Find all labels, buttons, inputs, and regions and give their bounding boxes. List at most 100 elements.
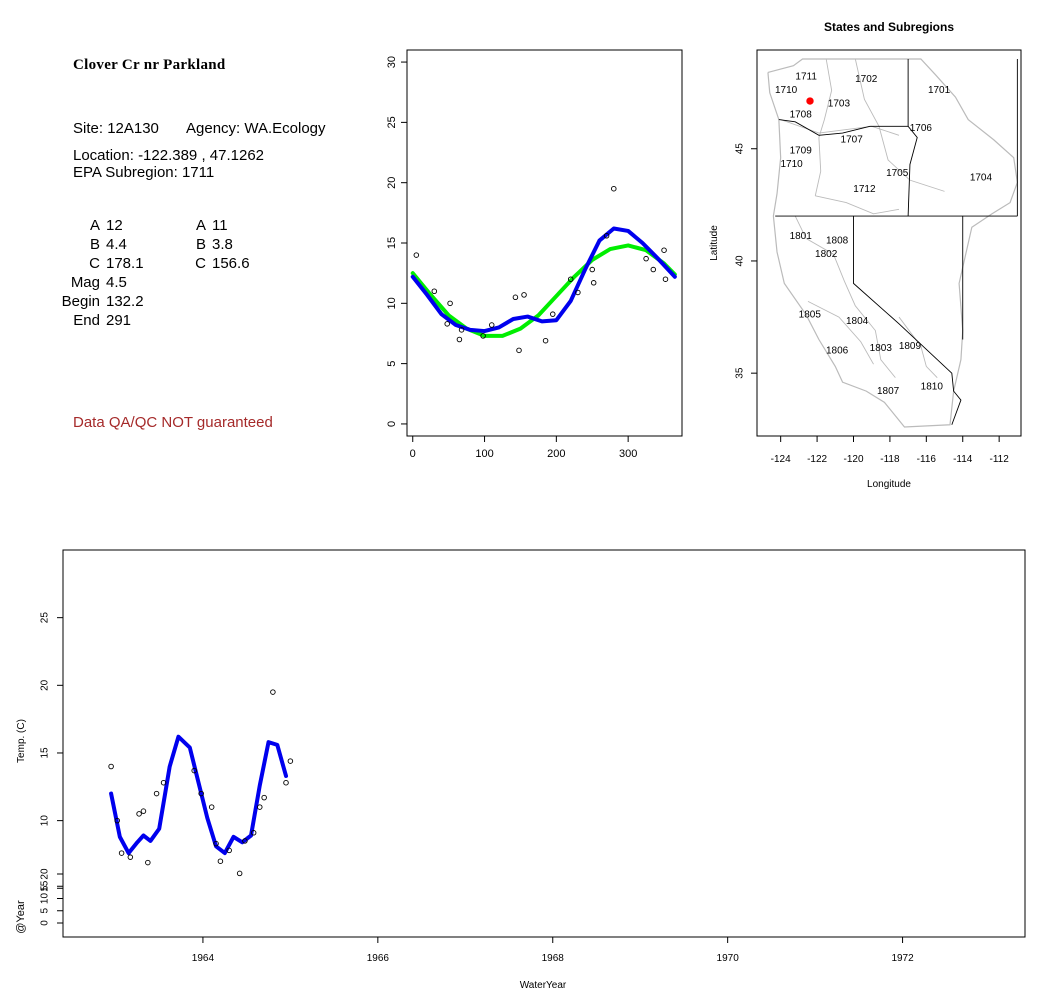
- data-point: [643, 255, 649, 262]
- ts-data-point: [198, 790, 204, 797]
- ts-data-point: [118, 850, 125, 856]
- y-tick-label: 0: [386, 421, 398, 427]
- subregion-boundary: [815, 195, 900, 215]
- location-value: -122.389 , 47.1262: [138, 147, 265, 164]
- ts-data-point: [261, 794, 267, 801]
- state-boundary: [907, 58, 918, 217]
- subregion-label: 1703: [828, 99, 851, 110]
- green-fit-line: [410, 243, 677, 338]
- subregion-value: 1711: [181, 164, 215, 181]
- subregion-label: 1702: [855, 74, 878, 85]
- x-tick-label: 100: [475, 448, 493, 460]
- ts-data-point: [191, 767, 197, 774]
- data-point: [456, 336, 463, 343]
- ts-data-point: [217, 858, 224, 864]
- data-point: [575, 289, 581, 296]
- subregion-label: 1805: [799, 309, 822, 320]
- data-point: [512, 294, 519, 301]
- agency-value: WA.Ecology: [244, 120, 326, 137]
- year-tick-label: 0: [40, 920, 51, 926]
- subregion-boundary: [807, 300, 874, 365]
- data-point: [521, 292, 527, 298]
- map-frame: [756, 49, 1022, 437]
- ts-data-point: [283, 779, 289, 786]
- data-point: [480, 333, 486, 339]
- ts-x-tick-label: 1966: [367, 953, 390, 964]
- data-point: [603, 233, 610, 239]
- data-point: [650, 266, 657, 273]
- location-line: Location: -122.389 , 47.1262: [73, 147, 264, 164]
- param-c-right: C 156.6: [195, 255, 250, 272]
- blue-fit-line: [410, 226, 677, 334]
- data-point: [413, 252, 420, 258]
- ts-data-point: [226, 847, 232, 854]
- param-c-left: C 178.1: [89, 255, 144, 272]
- data-point: [488, 322, 495, 328]
- ts-data-point: [160, 779, 167, 786]
- ts-data-point: [250, 830, 257, 836]
- subregion-label: 1808: [826, 235, 849, 246]
- ts-data-point: [242, 838, 248, 844]
- timeseries-y-axis-label: Temp. (C): [16, 719, 27, 763]
- ts-data-point: [140, 808, 147, 814]
- subregion-label: 1701: [928, 85, 951, 96]
- data-point: [542, 337, 549, 344]
- map-title: States and Subregions: [824, 20, 954, 34]
- map-x-tick-label: -124: [771, 454, 791, 465]
- subregion-label: 1706: [910, 123, 933, 134]
- y-tick-label: 30: [386, 56, 398, 68]
- year-tick-label: 20: [40, 868, 51, 880]
- y-tick-label: 20: [386, 177, 398, 189]
- subregion-label: 1710: [780, 159, 803, 170]
- subregion-boundary: [794, 215, 896, 378]
- ts-x-tick-label: 1968: [542, 953, 565, 964]
- subregion-label: 1707: [841, 134, 864, 145]
- subregion-label: 1709: [790, 146, 813, 157]
- y-tick-label: 10: [386, 297, 398, 309]
- map-y-tick-label: 40: [735, 255, 746, 267]
- map-y-tick-label: 45: [735, 143, 746, 155]
- param-a-right: A 11: [195, 217, 228, 234]
- data-point: [550, 311, 556, 317]
- map-x-tick-label: -120: [843, 454, 863, 465]
- ts-data-point: [257, 804, 263, 810]
- subregion-label: 1804: [846, 316, 869, 327]
- map-x-tick-label: -116: [917, 454, 937, 465]
- year-axis-label: @Year: [15, 900, 27, 934]
- ts-x-tick-label: 1970: [717, 953, 740, 964]
- param-end: End 291: [73, 312, 132, 329]
- ts-data-point: [208, 804, 215, 810]
- data-point: [447, 300, 453, 307]
- ts-data-point: [127, 854, 134, 860]
- subregion-line: EPA Subregion: 1711: [73, 164, 214, 181]
- subregion-label: 1705: [886, 168, 909, 179]
- year-tick-label: 15: [40, 880, 51, 892]
- subregion-boundary: [898, 316, 938, 378]
- ts-y-tick-label: 15: [40, 747, 51, 759]
- subregion-label: 1810: [921, 381, 944, 392]
- site-title: Clover Cr nr Parkland: [73, 57, 226, 73]
- subregion-label: 1806: [826, 345, 849, 356]
- ts-y-tick-label: 5: [40, 885, 51, 891]
- x-tick-label: 0: [410, 448, 416, 460]
- data-point: [458, 327, 465, 333]
- subregion-boundary: [780, 119, 900, 136]
- data-point: [611, 185, 617, 192]
- x-tick-label: 200: [547, 448, 565, 460]
- y-tick-label: 15: [386, 237, 398, 249]
- subregion-boundary: [854, 58, 945, 192]
- subregion-label: 1710: [775, 85, 798, 96]
- map-x-tick-label: -112: [990, 454, 1010, 465]
- ts-y-tick-label: 20: [40, 679, 51, 691]
- subregion-label: 1711: [795, 72, 817, 83]
- subregion-label: 1801: [790, 231, 813, 242]
- param-begin: Begin 132.2: [61, 293, 144, 310]
- ts-data-point: [114, 817, 120, 824]
- data-point: [661, 247, 667, 253]
- year-tick-label: 5: [40, 908, 51, 914]
- ts-data-point: [213, 840, 219, 847]
- map-y-axis-label: Latitude: [709, 225, 720, 261]
- data-point: [444, 321, 450, 327]
- map-x-tick-label: -122: [807, 454, 827, 465]
